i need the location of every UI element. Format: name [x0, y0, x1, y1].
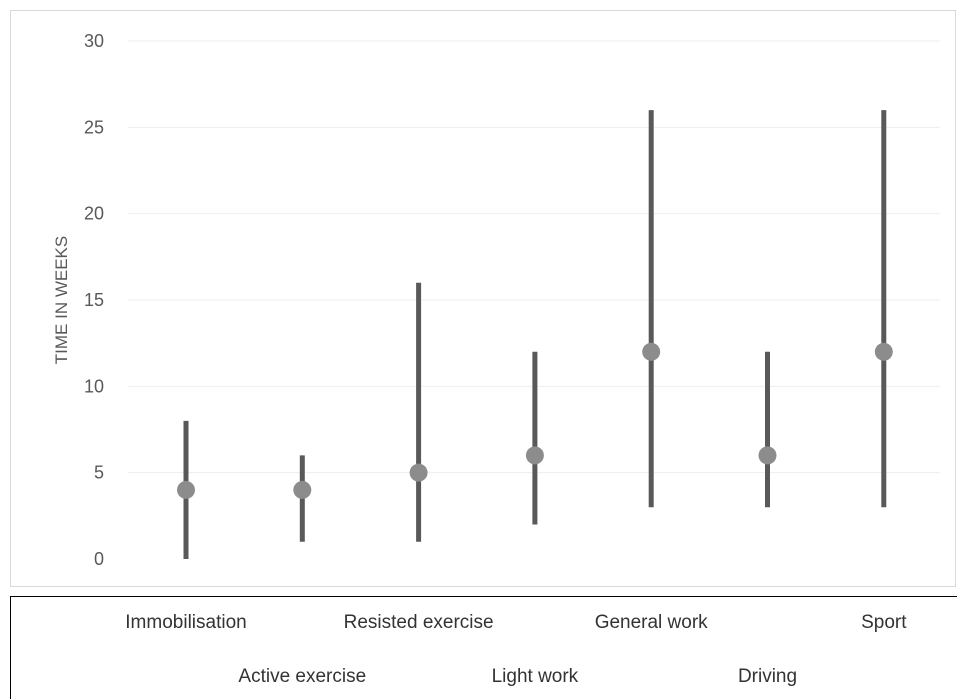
category-label: Resisted exercise — [343, 612, 494, 633]
y-tick-label: 0 — [94, 549, 104, 569]
y-axis-label: TIME IN WEEKS — [52, 236, 71, 364]
y-axis-ticks: 0 5 10 15 20 25 30 — [84, 31, 104, 569]
range-lines — [183, 110, 887, 559]
y-tick-label: 15 — [84, 290, 104, 310]
median-markers — [177, 342, 893, 499]
median-marker — [758, 446, 777, 465]
y-tick-label: 30 — [84, 31, 104, 51]
category-label: General work — [594, 612, 708, 633]
category-label: Immobilisation — [125, 612, 247, 633]
median-marker — [177, 480, 195, 499]
median-marker — [642, 342, 661, 361]
gridlines — [128, 40, 940, 474]
y-tick-label: 10 — [84, 376, 104, 396]
y-tick-label: 20 — [84, 204, 104, 224]
median-marker — [874, 342, 893, 361]
category-label: Sport — [861, 612, 907, 633]
category-label: Driving — [737, 666, 798, 687]
y-tick-label: 5 — [94, 463, 104, 483]
median-marker — [409, 463, 428, 482]
range-plot: 0 5 10 15 20 25 30 TIME IN WEEKS — [52, 31, 940, 569]
median-marker — [525, 446, 544, 465]
median-marker — [293, 480, 312, 499]
category-label: Active exercise — [238, 666, 367, 687]
y-tick-label: 25 — [84, 117, 104, 137]
category-label: Light work — [491, 666, 579, 687]
chart-frame — [10, 10, 956, 587]
category-label-box — [10, 596, 957, 699]
